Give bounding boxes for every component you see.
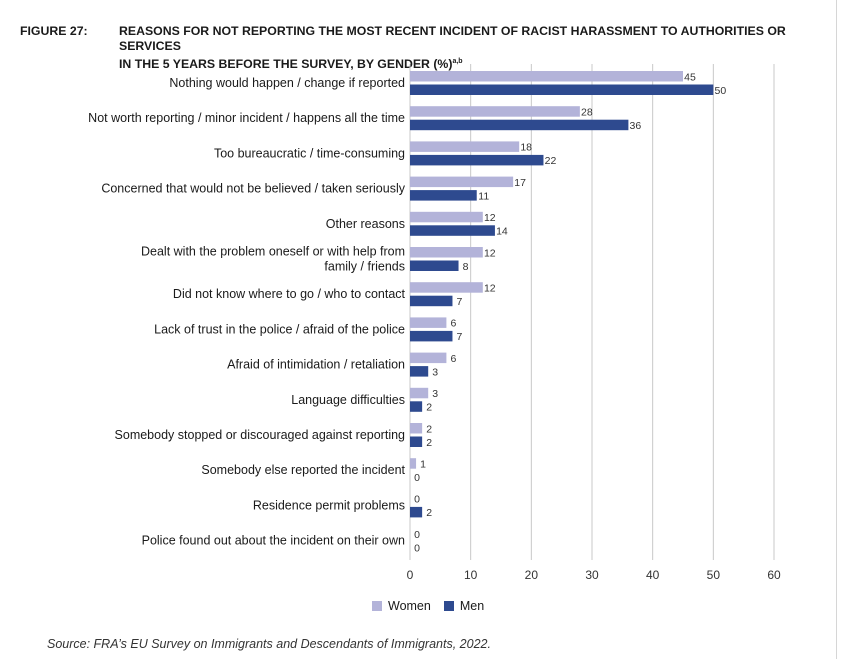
value-label-women-6: 12 [484,247,496,259]
value-label-men-2: 36 [630,120,642,132]
bar-women-3 [410,141,520,152]
figure-title-line-2-text: IN THE 5 YEARS BEFORE THE SURVEY, BY GEN… [119,57,453,72]
x-tick-label-50: 50 [707,568,721,582]
category-label-1: Nothing would happen / change if reporte… [169,76,405,90]
category-label-14: Police found out about the incident on t… [142,534,405,548]
bar-men-8 [410,330,453,342]
category-label-2: Not worth reporting / minor incident / h… [88,111,405,125]
bar-men-5 [410,225,495,236]
bar-men-11 [410,436,423,447]
bar-men-13 [410,506,423,518]
value-label-women-12: 1 [420,458,426,470]
bar-women-12 [410,458,417,469]
value-label-women-13: 0 [414,494,420,506]
legend-label-men: Men [459,599,485,613]
bar-women-7 [410,282,483,293]
x-tick-label-0: 0 [407,568,414,582]
value-label-men-4: 11 [478,190,489,202]
value-label-women-8: 6 [450,318,456,330]
bar-women-10 [410,387,429,399]
figure-title-line-2: IN THE 5 YEARS BEFORE THE SURVEY, BY GEN… [119,54,799,72]
x-tick-label-40: 40 [646,568,660,582]
value-label-men-6: 8 [463,261,469,273]
source-note: Source: FRA’s EU Survey on Immigrants an… [47,637,491,651]
category-label-7: Did not know where to go / who to contac… [173,287,406,301]
category-label-3: Too bureaucratic / time-consuming [214,146,405,160]
bar-women-6 [410,247,483,258]
value-label-men-5: 14 [496,226,508,238]
bar-men-9 [410,366,429,377]
value-label-women-4: 17 [514,177,526,189]
figure-title-superscript: a,b [452,58,463,65]
bar-men-2 [410,119,629,131]
category-label-13: Residence permit problems [253,498,405,512]
value-label-women-1: 45 [684,71,696,83]
page-edge-rule [836,0,837,659]
x-tick-label-30: 30 [585,568,599,582]
bar-men-7 [410,295,453,307]
bar-women-11 [410,423,423,434]
x-tick-label-60: 60 [767,568,781,582]
value-label-men-13: 2 [426,507,432,519]
x-tick-label-10: 10 [464,568,478,582]
value-label-women-9: 6 [450,353,456,365]
bar-women-9 [410,352,447,364]
legend-swatch-women [372,601,382,611]
value-label-women-3: 18 [520,142,532,154]
category-label-4: Concerned that would not be believed / t… [101,182,405,196]
legend-item-men: Men [443,599,485,613]
category-label-11: Somebody stopped or discouraged against … [115,428,406,442]
bar-men-4 [410,190,477,201]
bar-women-4 [410,176,514,188]
value-label-women-5: 12 [484,212,496,224]
value-label-men-14: 0 [414,542,420,554]
bar-men-1 [410,84,714,95]
bar-men-6 [410,260,459,271]
value-label-men-10: 2 [426,402,432,414]
figure-title-line-1: REASONS FOR NOT REPORTING THE MOST RECEN… [119,24,786,53]
value-label-women-11: 2 [426,423,432,435]
value-label-women-2: 28 [581,106,593,118]
value-label-men-11: 2 [426,437,432,449]
figure-number: FIGURE 27: [20,24,88,38]
category-label-10: Language difficulties [291,393,405,407]
category-label-8: Lack of trust in the police / afraid of … [154,322,405,336]
category-label-5: Other reasons [326,217,405,231]
category-label-6-line-1: Dealt with the problem oneself or with h… [141,245,405,259]
value-label-men-8: 7 [457,331,463,343]
legend-swatch-men [443,601,454,611]
value-label-women-10: 3 [432,388,438,400]
chart-legend: Women Men [372,599,497,613]
value-label-men-7: 7 [457,296,463,308]
bar-women-8 [410,317,447,328]
x-tick-label-20: 20 [525,568,539,582]
value-label-men-12: 0 [414,472,420,484]
category-label-12: Somebody else reported the incident [201,463,405,477]
value-label-men-1: 50 [714,85,726,97]
bar-men-10 [410,401,423,412]
legend-label-women: Women [388,599,431,613]
bar-women-1 [410,71,683,82]
bar-women-5 [410,211,483,223]
legend-item-women: Women [372,599,431,613]
bar-men-3 [410,154,544,166]
figure-title: REASONS FOR NOT REPORTING THE MOST RECEN… [119,24,799,72]
category-label-9: Afraid of intimidation / retaliation [227,358,405,372]
category-label-6-line-2: family / friends [324,260,405,274]
value-label-women-14: 0 [414,529,420,541]
value-label-women-7: 12 [484,282,496,294]
value-label-men-3: 22 [545,155,557,167]
value-label-men-9: 3 [432,366,438,378]
bar-women-2 [410,106,580,117]
